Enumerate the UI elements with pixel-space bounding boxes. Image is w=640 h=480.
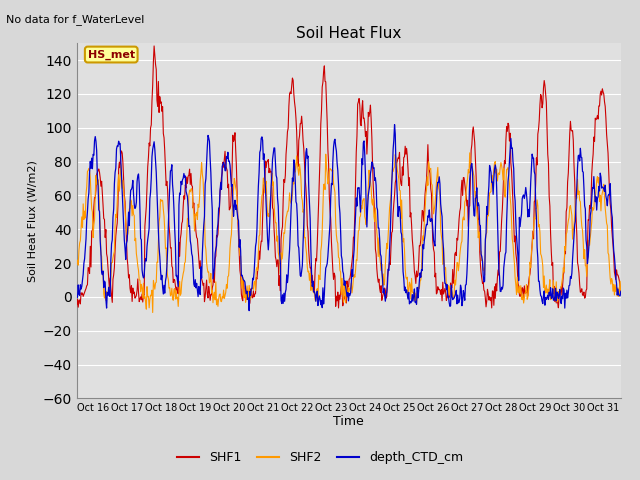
Title: Soil Heat Flux: Soil Heat Flux bbox=[296, 25, 401, 41]
Text: HS_met: HS_met bbox=[88, 49, 135, 60]
Y-axis label: Soil Heat Flux (W/m2): Soil Heat Flux (W/m2) bbox=[27, 160, 37, 282]
Text: No data for f_WaterLevel: No data for f_WaterLevel bbox=[6, 14, 145, 25]
Legend: SHF1, SHF2, depth_CTD_cm: SHF1, SHF2, depth_CTD_cm bbox=[172, 446, 468, 469]
X-axis label: Time: Time bbox=[333, 415, 364, 428]
